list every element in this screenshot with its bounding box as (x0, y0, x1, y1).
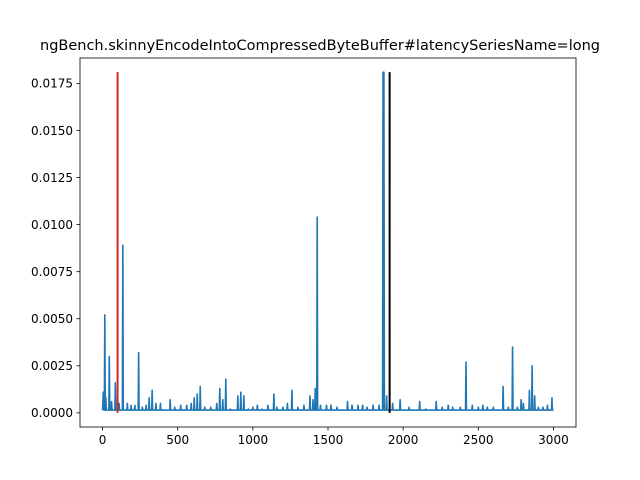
y-axis: 0.0000 0.0025 0.0050 0.0075 0.0100 0.0125 0.01… (31, 77, 80, 420)
y-tick-label: 0.0125 (31, 171, 73, 185)
plot-frame (79, 57, 577, 428)
x-axis: 0 500 1000 1500 2000 2500 3000 (99, 427, 569, 447)
x-tick-label: 500 (166, 433, 189, 447)
y-tick-label: 0.0175 (31, 77, 73, 91)
x-tick-label: 2000 (388, 433, 419, 447)
y-tick-label: 0.0025 (31, 359, 73, 373)
x-tick-label: 3000 (538, 433, 569, 447)
y-tick-label: 0.0150 (31, 124, 73, 138)
x-tick-label: 0 (99, 433, 107, 447)
chart-title: ngBench.skinnyEncodeIntoCompressedByteBu… (40, 38, 600, 54)
plot-area (101, 71, 554, 413)
y-tick-label: 0.0075 (31, 265, 73, 279)
y-tick-label: 0.0050 (31, 312, 73, 326)
series-line-0 (101, 71, 554, 411)
x-tick-label: 1500 (313, 433, 344, 447)
x-tick-label: 1000 (238, 433, 269, 447)
y-tick-label: 0.0100 (31, 218, 73, 232)
y-tick-label: 0.0000 (31, 406, 73, 420)
x-tick-label: 2500 (463, 433, 494, 447)
